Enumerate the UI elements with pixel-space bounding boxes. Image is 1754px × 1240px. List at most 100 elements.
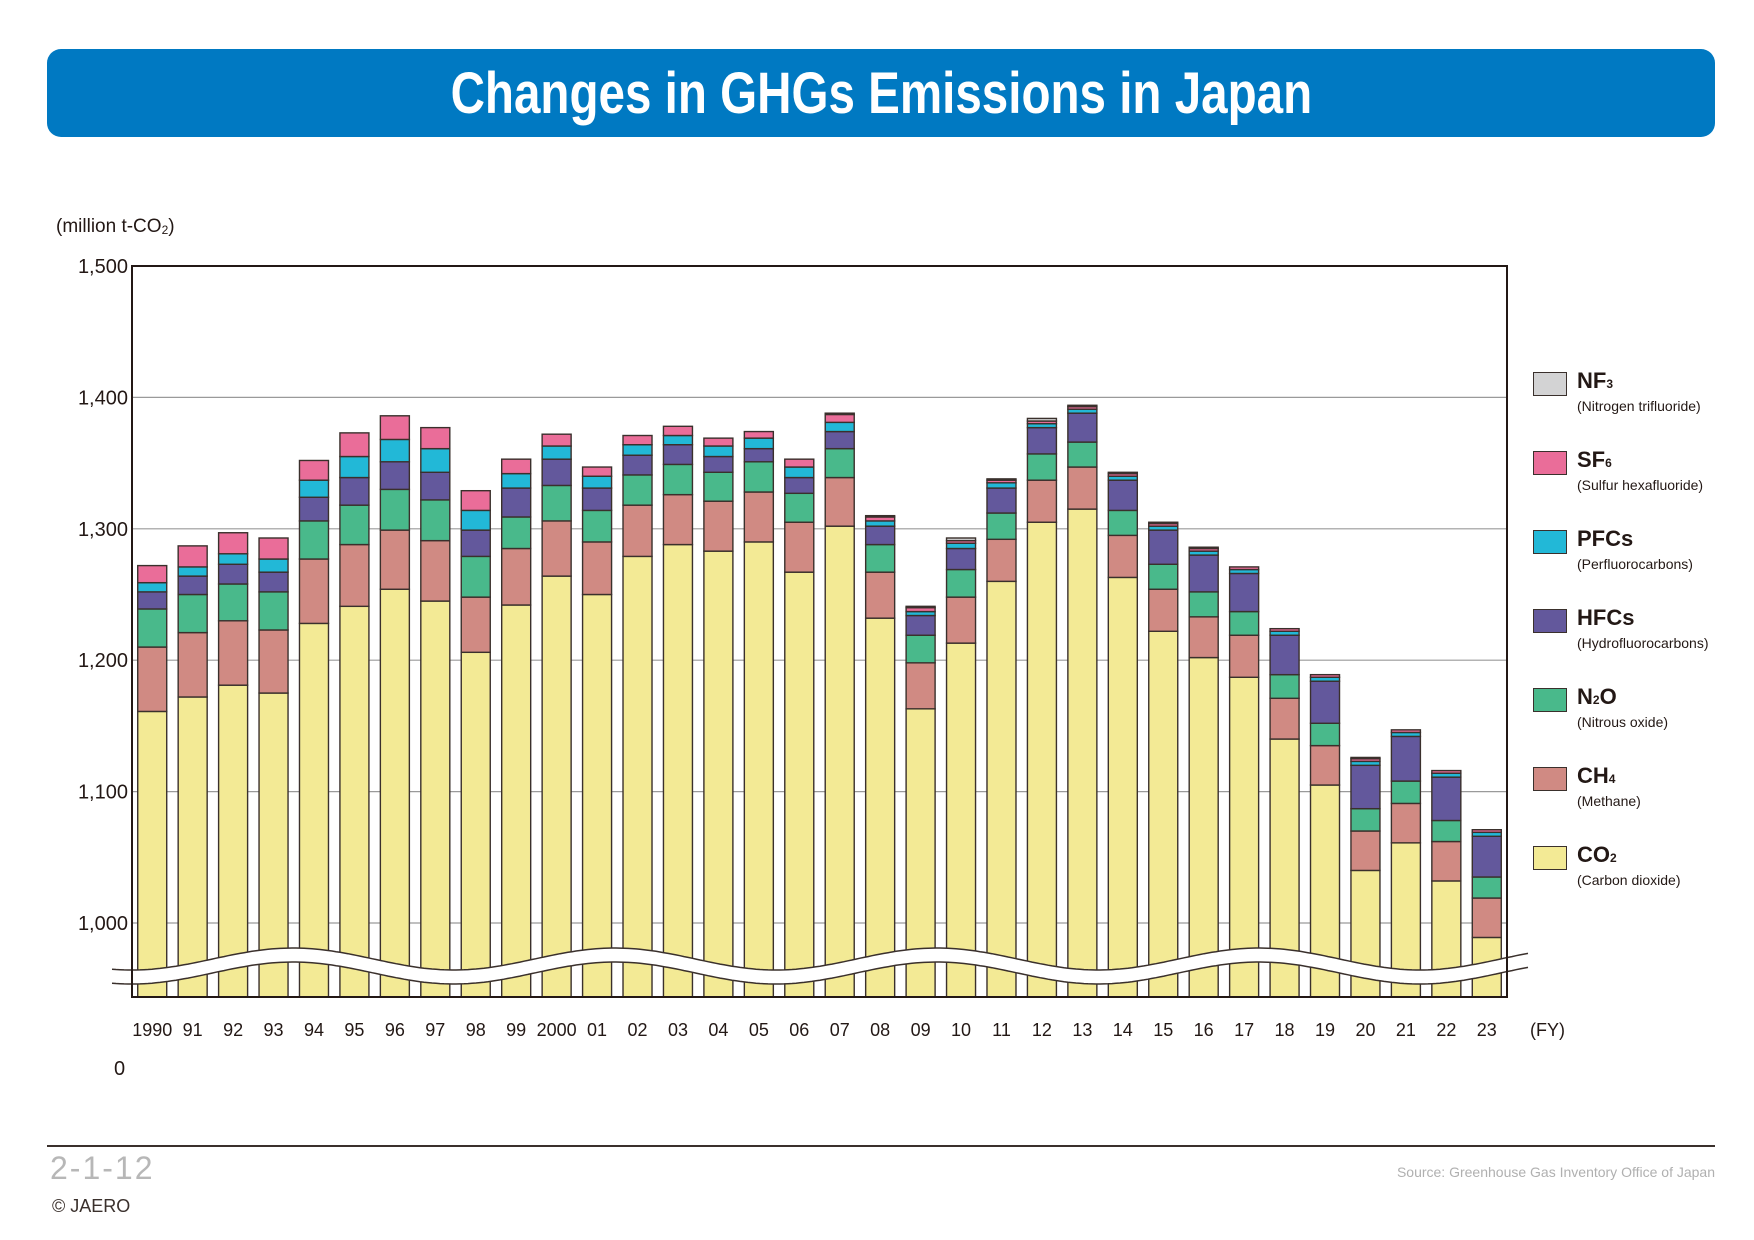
bar-segment-n2o xyxy=(703,471,734,502)
bar-segment-n2o xyxy=(1188,591,1219,618)
bar-segment-ch4 xyxy=(743,491,775,543)
bar-segment-ch4 xyxy=(1431,840,1462,882)
bar-segment-hfcs xyxy=(1269,634,1300,676)
bar-segment-pfcs xyxy=(662,434,694,446)
bar-segment-ch4 xyxy=(581,541,613,596)
bar-segment-pfcs xyxy=(581,475,613,489)
bar-segment-n2o xyxy=(217,583,249,622)
bar-segment-hfcs xyxy=(541,458,572,487)
bar-segment-hfcs xyxy=(743,447,775,463)
bar-segment-hfcs xyxy=(622,454,653,476)
bar-segment-nf3 xyxy=(1067,404,1098,408)
y-tick-labels: 1,000 1,100 1,200 1,300 1,400 1,500 xyxy=(78,256,128,935)
bar-stack-93 xyxy=(258,537,289,998)
bar-segment-co2 xyxy=(662,543,694,998)
copyright: © JAERO xyxy=(52,1196,131,1216)
bar-segment-sf6 xyxy=(379,415,411,441)
bar-segment-hfcs xyxy=(824,430,855,450)
bar-segment-n2o xyxy=(581,509,613,543)
bar-segment-ch4 xyxy=(824,476,855,527)
x-tick-label: 02 xyxy=(627,1020,647,1040)
bar-segment-n2o xyxy=(137,608,168,648)
bar-segment-co2 xyxy=(500,604,532,998)
bar-segment-pfcs xyxy=(541,445,572,460)
bar-segment-hfcs xyxy=(460,529,491,558)
bar-stack-13 xyxy=(1067,404,1098,998)
bar-segment-n2o xyxy=(541,484,572,522)
bar-segment-hfcs xyxy=(784,476,815,495)
bar-segment-ch4 xyxy=(1148,588,1179,632)
bar-segment-co2 xyxy=(420,600,451,998)
bar-segment-co2 xyxy=(1026,521,1058,998)
bar-segment-hfcs xyxy=(986,487,1017,514)
bar-segment-co2 xyxy=(541,575,572,998)
x-tick-label: 91 xyxy=(183,1020,203,1040)
x-tick-label: 09 xyxy=(911,1020,931,1040)
bar-segment-pfcs xyxy=(703,445,734,458)
bar-segment-ch4 xyxy=(1188,616,1219,659)
bar-segment-hfcs xyxy=(420,471,451,501)
bar-segment-nf3 xyxy=(905,605,936,609)
legend-label: SF6 xyxy=(1577,447,1612,472)
x-tick-label: 16 xyxy=(1194,1020,1214,1040)
axis-break-line xyxy=(111,947,1529,971)
x-tick-label: 1990 xyxy=(132,1020,172,1040)
bar-segment-pfcs xyxy=(217,553,249,565)
bar-segment-n2o xyxy=(1431,819,1462,843)
x-tick-label: 07 xyxy=(830,1020,850,1040)
bar-segment-hfcs xyxy=(379,461,411,491)
bar-segment-pfcs xyxy=(420,447,451,473)
bar-segment-pfcs xyxy=(743,437,775,450)
bar-segment-pfcs xyxy=(177,566,208,577)
y-axis-unit-label: (million t-CO2) xyxy=(56,216,175,237)
x-tick-label: 11 xyxy=(992,1020,1011,1040)
bar-segment-pfcs xyxy=(945,542,977,550)
bar-segment-n2o xyxy=(1350,807,1381,832)
bar-stack-99 xyxy=(500,458,532,998)
bar-segment-sf6 xyxy=(1269,627,1300,632)
bar-segment-n2o xyxy=(1269,673,1300,700)
x-tick-label: 19 xyxy=(1315,1020,1335,1040)
legend-swatch xyxy=(1533,451,1567,475)
bar-segment-n2o xyxy=(905,634,936,664)
bar-segment-co2 xyxy=(379,588,411,998)
bar-segment-sf6 xyxy=(420,426,451,450)
bar-segment-nf3 xyxy=(824,412,855,416)
x-tick-label: 04 xyxy=(708,1020,728,1040)
axis-break xyxy=(111,947,1530,985)
x-tick-label: 18 xyxy=(1275,1020,1295,1040)
bar-segment-sf6 xyxy=(258,537,289,560)
legend-item-co2: CO2 (Carbon dioxide) xyxy=(1533,842,1753,904)
bar-segment-co2 xyxy=(824,525,855,998)
legend-label: HFCs xyxy=(1577,605,1635,630)
bar-segment-pfcs xyxy=(460,509,491,531)
y-tick-label: 1,400 xyxy=(78,387,128,409)
legend-item-pfcs: PFCs (Perfluorocarbons) xyxy=(1533,526,1753,588)
bar-segment-hfcs xyxy=(1026,426,1058,455)
bar-segment-pfcs xyxy=(864,520,896,527)
bar-stack-18 xyxy=(1269,627,1300,998)
bar-stack-92 xyxy=(217,532,249,998)
bar-segment-co2 xyxy=(622,555,653,998)
bar-segment-sf6 xyxy=(500,458,532,475)
bar-segment-co2 xyxy=(1067,508,1098,998)
bar-stack-04 xyxy=(703,437,734,998)
bar-segment-n2o xyxy=(339,504,370,546)
x-tick-label: 94 xyxy=(304,1020,324,1040)
bar-segment-ch4 xyxy=(460,596,491,654)
bar-segment-sf6 xyxy=(662,425,694,437)
bar-segment-sf6 xyxy=(217,532,249,555)
bar-segment-hfcs xyxy=(500,487,532,518)
bar-segment-nf3 xyxy=(945,537,977,542)
bar-segment-sf6 xyxy=(743,430,775,439)
bar-segment-sf6 xyxy=(177,545,208,568)
legend-description: (Methane) xyxy=(1577,793,1641,809)
legend-item-ch4: CH4 (Methane) xyxy=(1533,763,1753,825)
x-tick-label: 06 xyxy=(789,1020,809,1040)
bar-segment-ch4 xyxy=(703,500,734,552)
bar-segment-n2o xyxy=(177,593,208,634)
bar-segment-co2 xyxy=(945,642,977,998)
bar-segment-pfcs xyxy=(824,421,855,433)
bar-segment-pfcs xyxy=(500,472,532,489)
